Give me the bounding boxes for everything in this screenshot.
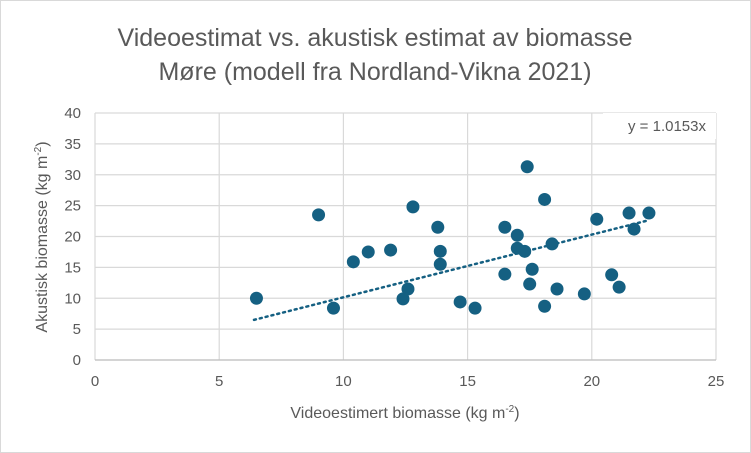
data-point [498, 220, 512, 234]
data-point [361, 245, 375, 259]
x-tick-label: 25 [708, 373, 725, 390]
data-point [538, 299, 552, 313]
y-tick-label: 15 [64, 259, 81, 276]
chart-subtitle: Møre (modell fra Nordland-Vikna 2021) [158, 58, 591, 86]
trendline-label-bg [603, 113, 716, 139]
data-point [577, 287, 591, 301]
data-point [433, 257, 447, 271]
data-point [346, 255, 360, 269]
data-point [550, 282, 564, 296]
data-point [605, 268, 619, 282]
data-point [401, 282, 415, 296]
x-tick-label: 0 [91, 373, 99, 390]
data-point [384, 243, 398, 257]
y-tick-label: 20 [64, 229, 81, 246]
x-axis-label: Videoestimert biomasse (kg m-2) [290, 404, 519, 422]
trendline [252, 219, 648, 322]
trendline-equation: y = 1.0153x [628, 118, 706, 135]
data-point [433, 244, 447, 258]
data-point [518, 244, 532, 258]
data-point [312, 208, 326, 222]
chart-title: Videoestimat vs. akustisk estimat av bio… [117, 24, 632, 52]
data-point [525, 262, 539, 276]
y-tick-label: 0 [73, 352, 81, 369]
y-tick-label: 40 [64, 105, 81, 122]
data-point [590, 212, 604, 226]
y-axis-label: Akustisk biomasse (kg m-2) [33, 141, 51, 332]
x-tick-label: 15 [459, 373, 476, 390]
x-tick-label: 10 [335, 373, 352, 390]
data-point [520, 160, 534, 174]
data-point [326, 301, 340, 315]
data-point [538, 192, 552, 206]
data-point [498, 267, 512, 281]
data-point [622, 206, 636, 220]
data-point [612, 280, 626, 294]
y-tick-label: 30 [64, 167, 81, 184]
data-point [453, 295, 467, 309]
y-tick-label: 5 [73, 321, 81, 338]
y-tick-label: 10 [64, 290, 81, 307]
data-point [545, 237, 559, 251]
x-tick-label: 5 [215, 373, 223, 390]
data-point [396, 292, 410, 306]
data-point [627, 222, 641, 236]
data-point [431, 220, 445, 234]
x-tick-label: 20 [583, 373, 600, 390]
data-point [249, 291, 263, 305]
data-point [523, 277, 537, 291]
data-point [468, 301, 482, 315]
y-tick-label: 25 [64, 198, 81, 215]
data-point [642, 206, 656, 220]
data-point [510, 228, 524, 242]
data-point [406, 200, 420, 214]
y-tick-label: 35 [64, 136, 81, 153]
